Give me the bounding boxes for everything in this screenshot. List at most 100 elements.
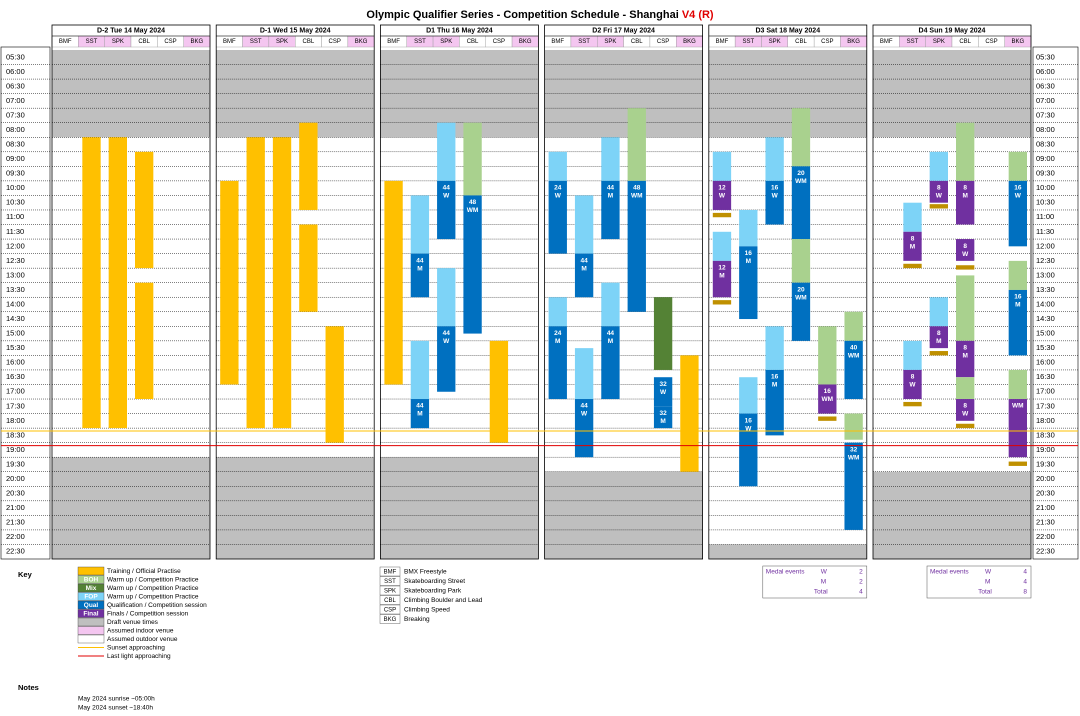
session-label: 44	[416, 403, 424, 410]
session-block	[929, 351, 948, 356]
session-block	[272, 137, 292, 429]
session-block	[627, 108, 646, 181]
session-block	[384, 180, 403, 385]
abbrev-code: CBL	[384, 598, 396, 604]
medal-name: Total	[814, 589, 828, 596]
time-label: 05:30	[6, 52, 25, 61]
venue-code: SST	[742, 39, 754, 45]
venue-code: CBL	[467, 39, 479, 45]
day-panel	[51, 24, 211, 560]
session-block	[489, 340, 509, 443]
session-label: 32	[659, 410, 667, 417]
session-block	[844, 311, 863, 341]
time-label: 21:30	[1036, 518, 1055, 527]
session-block	[956, 265, 975, 270]
session-label: 8	[911, 236, 915, 243]
key-text: Draft venue times	[107, 619, 159, 626]
title-text: Olympic Qualifier Series - Competition S…	[366, 9, 678, 21]
time-label: 09:00	[1036, 154, 1055, 163]
session-block	[437, 122, 456, 181]
day-title: D3 Sat 18 May 2024	[755, 27, 820, 34]
session-label: W	[443, 193, 450, 200]
medal-name: W	[985, 569, 992, 576]
session-block	[712, 300, 732, 305]
time-label: 10:00	[1036, 183, 1055, 192]
abbrev-name: BMX Freestyle	[404, 569, 447, 576]
time-label: 14:30	[1036, 314, 1055, 323]
time-label: 18:30	[1036, 430, 1055, 439]
session-label: 44	[607, 330, 615, 337]
note: May 2024 sunrise ~05:00h	[78, 696, 155, 703]
session-block	[135, 151, 154, 269]
session-block	[653, 297, 673, 370]
key-swatch-label: Mix	[86, 585, 97, 592]
session-label: W	[1015, 193, 1022, 200]
time-label: 21:30	[6, 518, 25, 527]
venue-code: SST	[86, 39, 98, 45]
venue-code: CBL	[138, 39, 150, 45]
key-text: Warm up / Competition Practice	[107, 577, 199, 584]
session-label: 44	[580, 403, 588, 410]
session-label: W	[555, 193, 562, 200]
session-block	[299, 122, 318, 210]
session-label: 12	[718, 265, 726, 272]
session-block	[844, 442, 863, 530]
abbrev-name: Skateboarding Street	[404, 578, 465, 585]
key-swatch	[77, 617, 105, 627]
session-label: 44	[443, 185, 451, 192]
abbrev-name: Climbing Speed	[404, 607, 450, 614]
session-block	[108, 137, 127, 429]
session-block	[712, 260, 732, 298]
abbrev-code: BKG	[384, 617, 397, 623]
time-label: 07:30	[1036, 110, 1055, 119]
time-label: 20:30	[1036, 489, 1055, 498]
session-label: 40	[850, 345, 858, 352]
session-label: WM	[848, 454, 860, 461]
session-block	[956, 423, 975, 429]
time-label: 10:00	[6, 183, 25, 192]
venue-code: BMF	[716, 39, 729, 45]
time-label: 11:30	[1036, 227, 1054, 236]
session-block	[818, 416, 837, 421]
venue-code: BMF	[880, 39, 893, 45]
key-swatch	[77, 575, 105, 584]
medal-count: 2	[859, 569, 863, 576]
session-block	[653, 406, 673, 429]
venue-code: CSP	[493, 39, 505, 45]
medal-count: 2	[859, 579, 863, 586]
session-block	[956, 122, 975, 181]
session-block	[712, 212, 732, 218]
session-block	[929, 204, 948, 209]
time-label: 14:00	[1036, 299, 1055, 308]
session-block	[929, 326, 948, 349]
session-label: M	[772, 382, 777, 389]
session-block	[929, 180, 948, 203]
venue-code: CBL	[795, 39, 807, 45]
medal-name: M	[985, 579, 990, 586]
time-label: 05:30	[1036, 52, 1055, 61]
session-block	[903, 340, 922, 370]
abbrev-box	[379, 604, 401, 615]
session-label: 44	[580, 257, 588, 264]
time-label: 16:00	[6, 358, 25, 367]
venue-code: BMF	[59, 39, 72, 45]
session-label: M	[962, 353, 967, 360]
key-text: Last light approaching	[107, 653, 171, 660]
session-label: 16	[1014, 294, 1022, 301]
draft-times	[380, 457, 539, 559]
key-swatch	[77, 634, 105, 644]
abbrev-code: SPK	[384, 588, 396, 594]
session-block	[1008, 289, 1027, 356]
session-block	[791, 282, 811, 341]
session-block	[765, 326, 784, 370]
session-block	[712, 231, 732, 261]
time-label: 09:00	[6, 154, 25, 163]
session-label: W	[962, 251, 969, 258]
session-label: M	[962, 193, 967, 200]
session-block	[548, 180, 567, 254]
session-block	[956, 340, 975, 378]
time-label: 22:30	[1036, 547, 1055, 556]
session-block	[548, 326, 567, 400]
time-label: 17:30	[6, 401, 25, 410]
session-block	[574, 195, 594, 254]
